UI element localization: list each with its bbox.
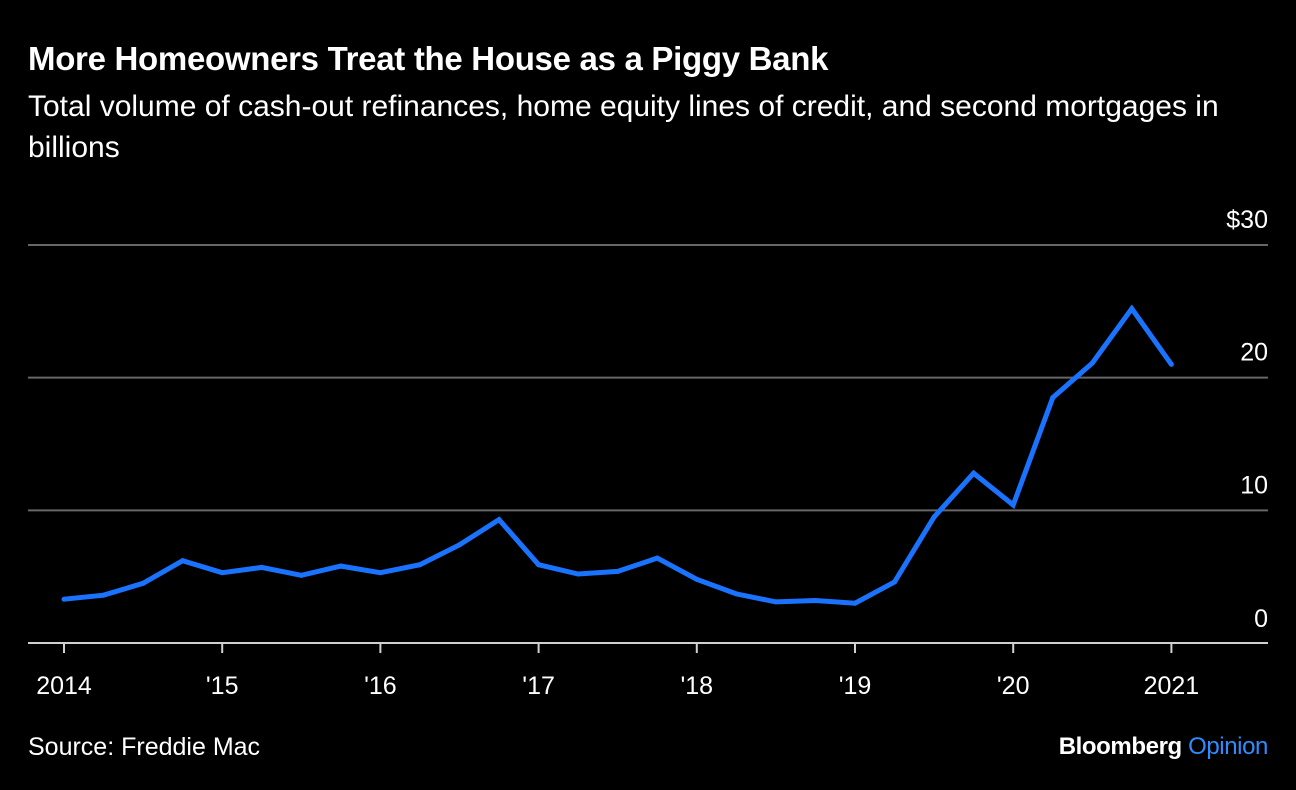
data-point xyxy=(931,514,937,520)
x-tick-label: '20 xyxy=(997,672,1030,700)
data-point xyxy=(1050,395,1056,401)
gridlines xyxy=(28,244,1268,512)
x-tick-label: '18 xyxy=(681,672,714,700)
data-point xyxy=(140,580,146,586)
y-tick-label: $30 xyxy=(1226,206,1268,234)
data-point xyxy=(298,572,304,578)
data-point xyxy=(892,579,898,585)
data-point xyxy=(852,600,858,606)
brand-section: Opinion xyxy=(1188,733,1268,760)
data-point xyxy=(694,576,700,582)
brand-logo: Bloomberg Opinion xyxy=(1058,733,1269,761)
data-point xyxy=(733,591,739,597)
series-layer xyxy=(61,304,1174,606)
x-tick-label: '19 xyxy=(839,672,872,700)
brand-name: Bloomberg xyxy=(1058,733,1182,760)
x-tick-label: 2014 xyxy=(36,672,92,700)
data-point xyxy=(61,596,67,602)
data-point xyxy=(338,563,344,569)
data-point xyxy=(377,570,383,576)
data-point xyxy=(812,598,818,604)
y-axis-labels: 0 10 20 $30 xyxy=(1226,206,1268,633)
chart-title: More Homeowners Treat the House as a Pig… xyxy=(28,40,829,77)
y-tick-label: 0 xyxy=(1254,605,1268,633)
data-point xyxy=(615,568,621,574)
data-point xyxy=(101,592,107,598)
data-point xyxy=(1129,306,1135,312)
data-point xyxy=(219,570,225,576)
x-tick-label: '17 xyxy=(522,672,555,700)
data-point xyxy=(1010,502,1016,508)
source-note: Source: Freddie Mac xyxy=(28,733,261,761)
x-tick-label: '16 xyxy=(364,672,397,700)
data-point xyxy=(654,555,660,561)
data-point xyxy=(457,542,462,548)
data-point xyxy=(496,517,502,523)
chart-subtitle: Total volume of cash-out refinances, hom… xyxy=(28,90,1219,164)
y-tick-label: 10 xyxy=(1240,471,1268,499)
data-point xyxy=(773,599,779,605)
data-point xyxy=(575,571,581,577)
data-point xyxy=(971,470,977,476)
x-tick-label: 2021 xyxy=(1144,672,1200,700)
data-point xyxy=(1089,360,1095,366)
y-tick-label: 20 xyxy=(1240,339,1268,367)
data-point xyxy=(1168,361,1174,367)
x-axis: 2014 '15 '16 '17 '18 '19 '20 2021 xyxy=(28,642,1268,700)
data-point xyxy=(259,564,265,570)
series-line xyxy=(63,304,1174,606)
x-tick-label: '15 xyxy=(206,672,239,700)
data-point xyxy=(180,558,186,564)
data-point xyxy=(536,562,542,568)
data-point xyxy=(417,562,423,568)
